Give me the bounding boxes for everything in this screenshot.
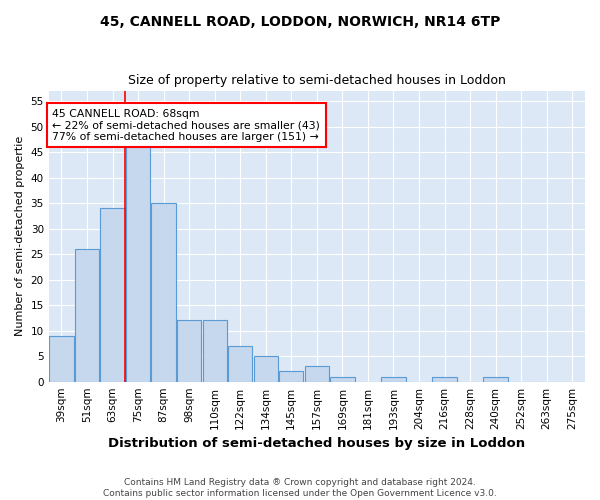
Title: Size of property relative to semi-detached houses in Loddon: Size of property relative to semi-detach… [128,74,506,87]
Bar [203,320,227,382]
Text: 45 CANNELL ROAD: 68sqm
← 22% of semi-detached houses are smaller (43)
77% of sem: 45 CANNELL ROAD: 68sqm ← 22% of semi-det… [52,109,320,142]
Bar [433,376,457,382]
Y-axis label: Number of semi-detached propertie: Number of semi-detached propertie [15,136,25,336]
Bar [151,203,176,382]
Bar [228,346,253,382]
Text: 45, CANNELL ROAD, LODDON, NORWICH, NR14 6TP: 45, CANNELL ROAD, LODDON, NORWICH, NR14 … [100,15,500,29]
Bar [126,147,150,382]
Bar [305,366,329,382]
Text: Contains HM Land Registry data ® Crown copyright and database right 2024.
Contai: Contains HM Land Registry data ® Crown c… [103,478,497,498]
Bar [382,376,406,382]
Bar [279,372,304,382]
Bar [75,249,99,382]
Bar [254,356,278,382]
X-axis label: Distribution of semi-detached houses by size in Loddon: Distribution of semi-detached houses by … [108,437,526,450]
Bar [49,336,74,382]
Bar [484,376,508,382]
Bar [330,376,355,382]
Bar [177,320,201,382]
Bar [100,208,125,382]
